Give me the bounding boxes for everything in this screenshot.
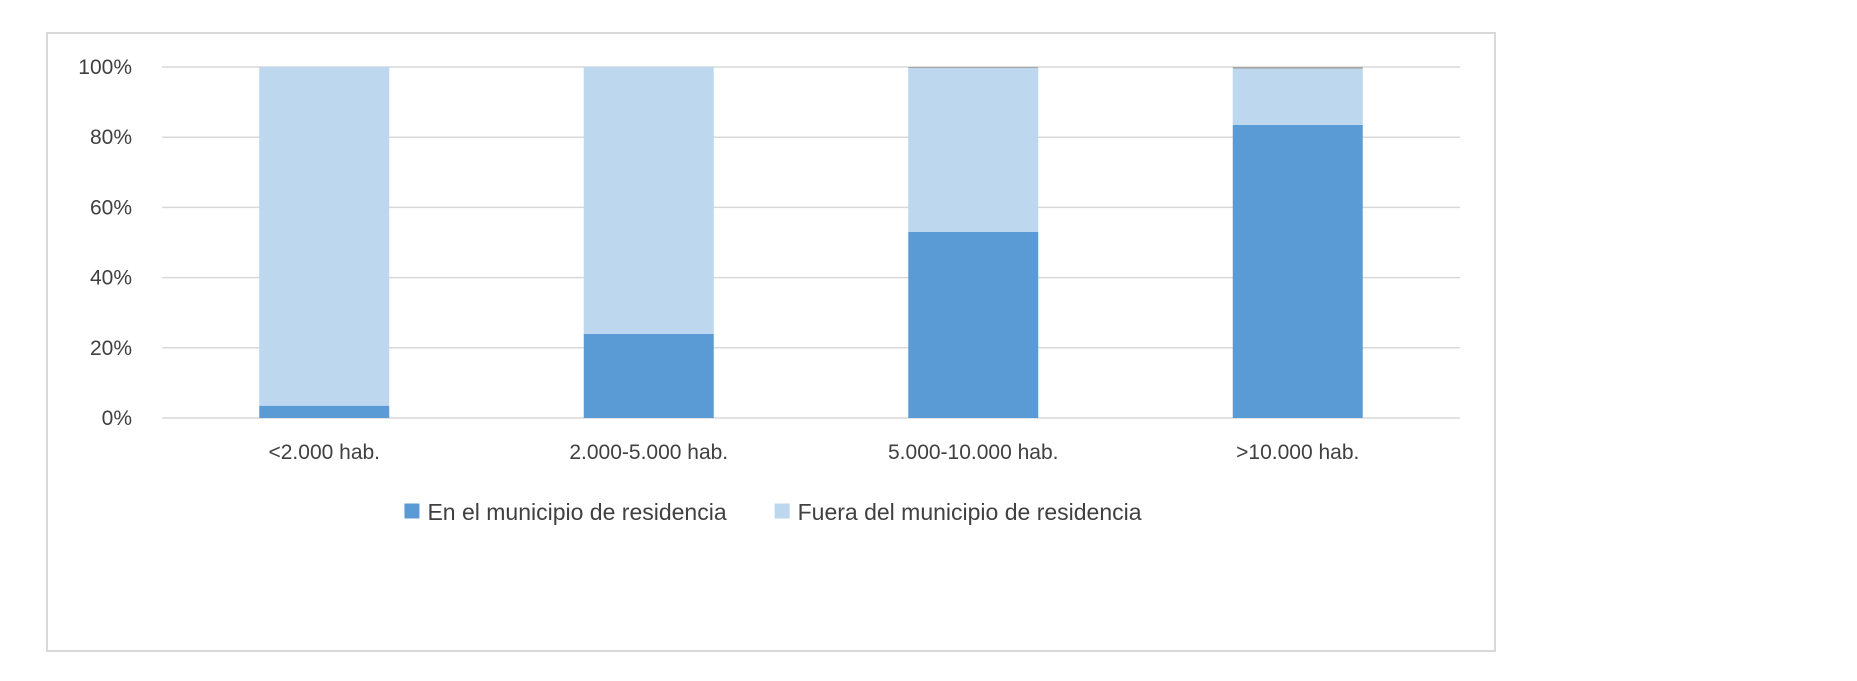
legend-swatch: [404, 503, 420, 519]
bars: [259, 67, 1363, 418]
bar-segment: [583, 67, 714, 334]
x-tick-label: 5.000-10.000 hab.: [888, 441, 1058, 464]
y-tick-label: 100%: [78, 56, 132, 79]
x-axis: <2.000 hab. 2.000-5.000 hab. 5.000-10.000 …: [268, 441, 1359, 464]
y-axis: 0% 20% 40% 60% 80% 100%: [78, 56, 132, 430]
legend-label: Fuera del municipio de residencia: [798, 499, 1142, 525]
y-tick-label: 60%: [90, 196, 132, 219]
bar-segment: [1232, 124, 1363, 418]
bar-segment: [908, 67, 1039, 69]
x-tick-label: >10.000 hab.: [1236, 441, 1359, 464]
y-tick-label: 40%: [90, 267, 132, 290]
bar-segment: [583, 333, 714, 418]
x-tick-label: <2.000 hab.: [268, 441, 380, 464]
y-tick-label: 0%: [102, 407, 132, 430]
bar-segment: [908, 231, 1039, 418]
legend-swatch: [774, 503, 790, 519]
bar-segment: [259, 67, 390, 406]
chart-svg: 0% 20% 40% 60% 80% 100% <2.000 hab. 2.000-5.00…: [78, 56, 1460, 525]
bar-segment: [1232, 67, 1363, 69]
y-tick-label: 80%: [90, 126, 132, 149]
legend: En el municipio de residencia Fuera del m…: [404, 499, 1142, 525]
bar-segment: [259, 405, 390, 418]
chart-area: 0% 20% 40% 60% 80% 100% <2.000 hab. 2.000-5.00…: [46, 32, 1496, 652]
bar-segment: [1232, 68, 1363, 125]
x-tick-label: 2.000-5.000 hab.: [569, 441, 728, 464]
bar-segment: [908, 68, 1039, 232]
y-tick-label: 20%: [90, 337, 132, 360]
legend-label: En el municipio de residencia: [427, 499, 726, 525]
